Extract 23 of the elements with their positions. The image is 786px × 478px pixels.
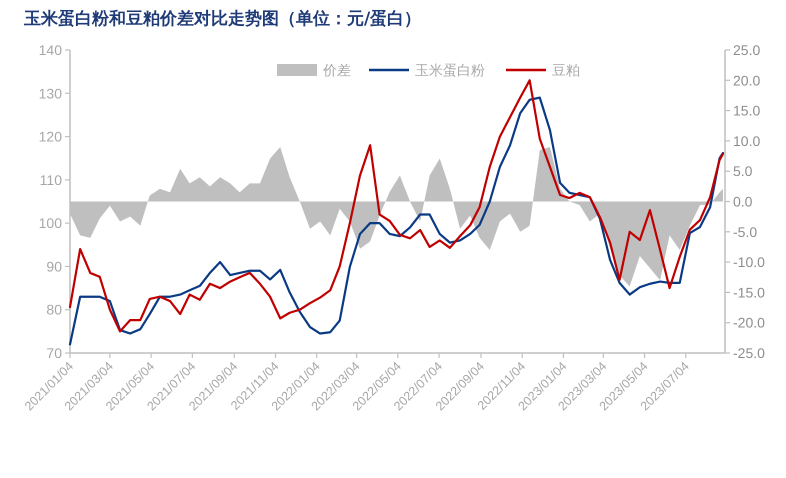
y-tick-label: 80 [46, 302, 62, 318]
legend-label: 豆粕 [552, 63, 580, 79]
y2-tick-label: 10.0 [733, 132, 760, 149]
y2-tick-label: 0.0 [733, 194, 753, 210]
legend-label: 玉米蛋白粉 [415, 63, 485, 79]
y-tick-label: 120 [38, 128, 62, 145]
y2-tick-label: 15.0 [733, 102, 760, 119]
y2-tick-label: -20.0 [733, 314, 766, 331]
y2-tick-label: -10.0 [733, 254, 766, 270]
y2-tick-label: 5.0 [733, 163, 753, 180]
y2-tick-label: -15.0 [733, 284, 766, 300]
y-tick-label: 100 [38, 215, 62, 232]
y-tick-label: 70 [46, 345, 62, 361]
y-tick-label: 90 [46, 258, 62, 274]
y2-tick-label: 25.0 [733, 42, 760, 58]
y2-tick-label: 20.0 [733, 72, 760, 88]
chart-title: 玉米蛋白粉和豆粕价差对比走势图（单位：元/蛋白） [23, 9, 422, 29]
y-tick-label: 110 [40, 172, 62, 188]
y2-tick-label: -5.0 [733, 224, 758, 240]
y-tick-label: 140 [38, 42, 62, 58]
y-tick-label: 130 [38, 85, 62, 102]
y2-tick-label: -25.0 [733, 345, 766, 361]
legend-label: 价差 [322, 63, 351, 79]
